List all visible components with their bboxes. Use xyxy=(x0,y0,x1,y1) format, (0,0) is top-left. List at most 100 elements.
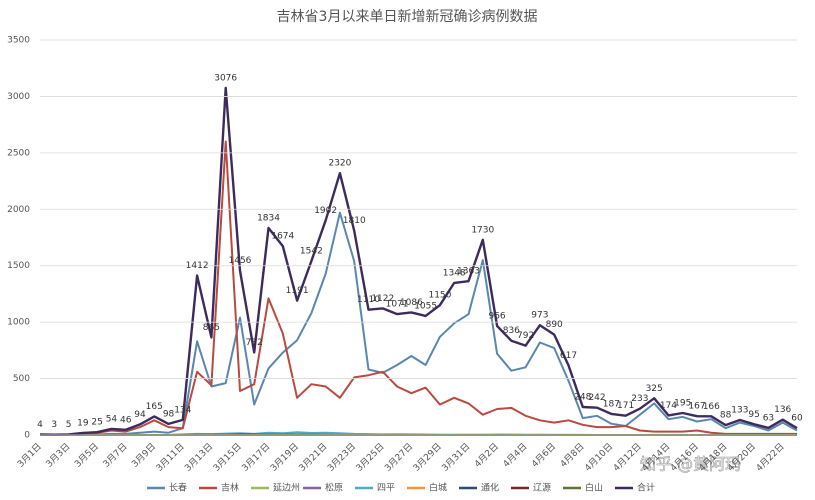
x-tick-label: 4月4日 xyxy=(501,441,530,470)
data-label: 617 xyxy=(560,351,577,361)
data-label: 167 xyxy=(688,402,705,412)
x-tick-label: 3月1日 xyxy=(15,441,44,470)
data-label: 865 xyxy=(203,323,220,333)
x-tick-label: 4月12日 xyxy=(611,441,644,474)
x-tick-label: 3月13日 xyxy=(183,441,216,474)
watermark: 知乎 @黄阿玛 xyxy=(640,455,741,474)
data-label: 1810 xyxy=(343,216,366,226)
data-label: 1834 xyxy=(257,214,280,224)
x-tick-label: 4月2日 xyxy=(472,441,501,470)
y-tick-label: 3500 xyxy=(7,36,30,46)
y-tick-label: 2500 xyxy=(7,148,30,158)
x-tick-label: 3月3日 xyxy=(44,441,73,470)
y-tick-label: 1000 xyxy=(7,318,30,328)
data-label: 88 xyxy=(720,411,732,421)
x-tick-label: 3月29日 xyxy=(411,441,444,474)
data-label: 3 xyxy=(51,420,57,430)
data-label: 1412 xyxy=(186,261,209,271)
x-tick-label: 3月11日 xyxy=(154,441,187,474)
data-label: 1150 xyxy=(428,291,451,301)
x-tick-label: 4月6日 xyxy=(529,441,558,470)
data-label: 98 xyxy=(163,409,175,419)
data-label: 136 xyxy=(774,405,791,415)
data-label: 187 xyxy=(603,399,620,409)
data-label: 792 xyxy=(517,331,534,341)
x-tick-label: 3月15日 xyxy=(211,441,244,474)
data-label: 1122 xyxy=(371,294,394,304)
y-tick-label: 1500 xyxy=(7,261,30,271)
x-tick-label: 3月23日 xyxy=(325,441,358,474)
data-label: 1110 xyxy=(357,295,380,305)
x-tick-label: 3月21日 xyxy=(297,441,330,474)
x-tick-label: 3月7日 xyxy=(101,441,130,470)
data-label: 165 xyxy=(146,402,163,412)
x-tick-label: 4月8日 xyxy=(558,441,587,470)
data-label: 63 xyxy=(763,413,774,423)
legend-label: 吉林 xyxy=(221,482,239,494)
x-tick-label: 3月17日 xyxy=(240,441,273,474)
legend-label: 合计 xyxy=(637,482,655,494)
legend-label: 白城 xyxy=(429,482,447,494)
data-label: 1055 xyxy=(414,301,437,311)
data-label: 2320 xyxy=(328,159,351,169)
data-label: 60 xyxy=(791,414,803,424)
data-label: 174 xyxy=(660,401,677,411)
series-line xyxy=(40,211,798,436)
data-label: 836 xyxy=(503,326,520,336)
data-label: 732 xyxy=(246,338,263,348)
x-tick-label: 3月25日 xyxy=(354,441,387,474)
series-line xyxy=(39,140,797,436)
data-label: 1086 xyxy=(400,298,423,308)
data-label: 1456 xyxy=(229,256,252,266)
data-label: 890 xyxy=(546,320,563,330)
data-label: 46 xyxy=(120,415,132,425)
data-label: 5 xyxy=(66,420,72,430)
data-label: 1902 xyxy=(314,206,337,216)
x-tick-label: 3月27日 xyxy=(383,441,416,474)
x-tick-label: 3月19日 xyxy=(268,441,301,474)
legend-label: 松原 xyxy=(325,482,343,494)
data-label: 4 xyxy=(37,420,43,430)
data-label: 248 xyxy=(574,393,591,403)
chart-title: 吉林省3月以来单日新增新冠确诊病例数据 xyxy=(277,9,538,25)
data-label: 325 xyxy=(646,384,663,394)
data-label: 95 xyxy=(748,410,759,420)
data-label: 19 xyxy=(77,418,89,428)
x-tick-label: 3月9日 xyxy=(130,441,159,470)
data-label: 1348 xyxy=(443,268,466,278)
y-tick-label: 3000 xyxy=(7,92,30,102)
data-label: 195 xyxy=(674,398,691,408)
legend-label: 四平 xyxy=(377,483,395,494)
data-label: 233 xyxy=(631,394,648,404)
data-label: 133 xyxy=(731,405,748,415)
data-label: 54 xyxy=(106,414,118,424)
y-tick-label: 2000 xyxy=(7,205,30,215)
legend-label: 白山 xyxy=(585,482,603,494)
x-tick-label: 4月10日 xyxy=(583,441,616,474)
data-label: 25 xyxy=(91,418,102,428)
x-tick-label: 4月22日 xyxy=(754,441,787,474)
data-label: 1071 xyxy=(386,300,409,310)
data-label: 1363 xyxy=(457,267,480,277)
legend-label: 通化 xyxy=(481,482,499,494)
data-label: 166 xyxy=(703,402,720,412)
legend-label: 延边州 xyxy=(273,482,300,494)
x-tick-label: 3月5日 xyxy=(72,441,101,470)
data-label: 242 xyxy=(588,393,605,403)
x-tick-label: 3月31日 xyxy=(440,441,473,474)
data-label: 3076 xyxy=(214,73,237,83)
data-label: 94 xyxy=(134,410,146,420)
data-label: 1542 xyxy=(300,246,323,256)
y-tick-label: 0 xyxy=(24,431,30,441)
y-tick-label: 500 xyxy=(13,374,30,384)
data-label: 1674 xyxy=(271,232,294,242)
legend-label: 辽源 xyxy=(533,483,551,494)
series-line xyxy=(39,86,798,436)
data-label: 1191 xyxy=(286,286,309,296)
legend-label: 长春 xyxy=(169,482,187,494)
data-label: 171 xyxy=(617,401,634,411)
data-label: 1730 xyxy=(471,225,494,235)
data-label: 966 xyxy=(488,311,505,321)
